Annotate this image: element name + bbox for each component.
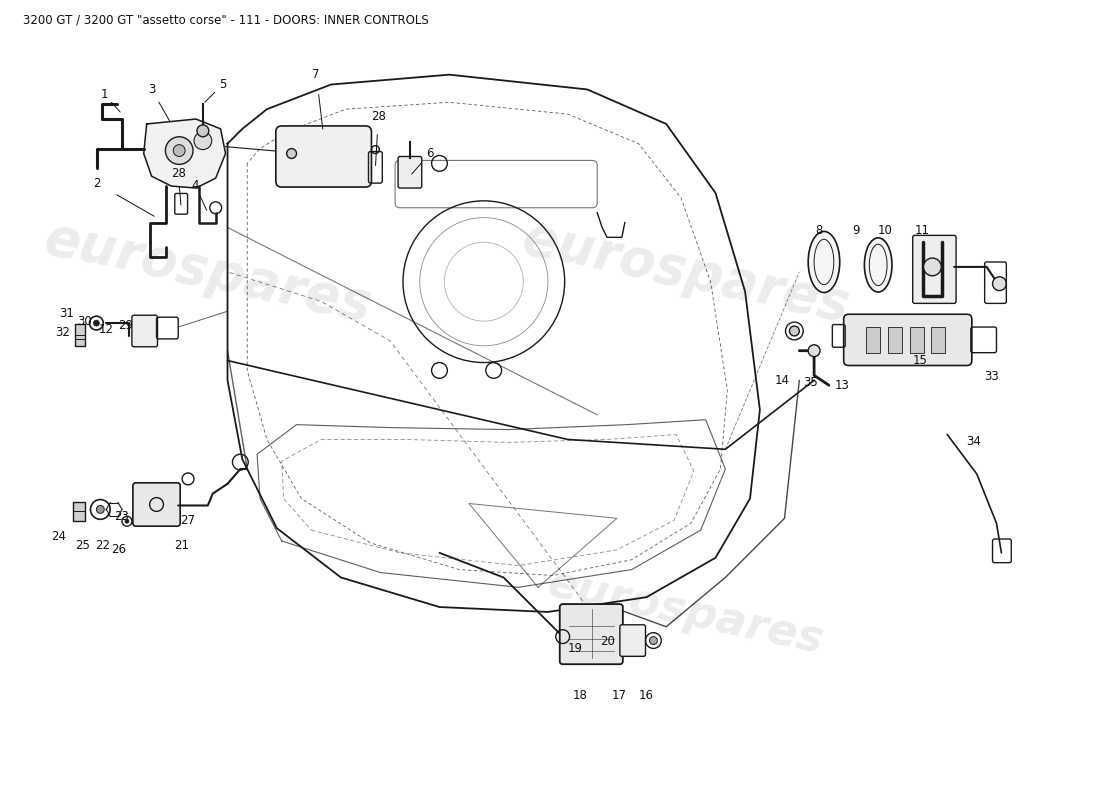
Circle shape (287, 149, 297, 158)
FancyBboxPatch shape (620, 625, 646, 656)
FancyBboxPatch shape (132, 315, 157, 346)
Text: 17: 17 (612, 690, 626, 702)
Circle shape (992, 277, 1007, 290)
Text: 33: 33 (984, 370, 999, 383)
FancyBboxPatch shape (844, 314, 971, 366)
Text: 24: 24 (52, 530, 66, 542)
Bar (73, 502, 85, 522)
Text: 25: 25 (75, 539, 90, 553)
Text: 32: 32 (55, 326, 70, 339)
Circle shape (174, 145, 185, 157)
Text: 7: 7 (312, 68, 320, 81)
Text: 10: 10 (878, 224, 892, 237)
Text: 34: 34 (967, 435, 981, 448)
Circle shape (790, 326, 800, 336)
Text: 28: 28 (170, 166, 186, 180)
Bar (867, 327, 880, 353)
Circle shape (165, 137, 192, 164)
Text: eurospares: eurospares (517, 212, 855, 332)
Text: 22: 22 (95, 539, 110, 553)
Text: 11: 11 (915, 224, 930, 237)
Text: 20: 20 (600, 635, 615, 648)
Bar (888, 327, 902, 353)
Bar (932, 327, 945, 353)
Text: 15: 15 (913, 354, 928, 367)
Circle shape (808, 345, 820, 357)
Text: 28: 28 (371, 110, 386, 122)
Text: 8: 8 (815, 224, 823, 237)
Text: 13: 13 (834, 378, 849, 392)
Text: 30: 30 (77, 314, 92, 328)
Bar (75, 324, 85, 346)
Text: 27: 27 (180, 514, 196, 526)
Text: 18: 18 (573, 690, 587, 702)
Text: 14: 14 (776, 374, 790, 386)
Circle shape (97, 506, 104, 514)
Text: 1: 1 (100, 88, 108, 101)
Text: 3200 GT / 3200 GT "assetto corse" - 111 - DOORS: INNER CONTROLS: 3200 GT / 3200 GT "assetto corse" - 111 … (23, 14, 429, 26)
Circle shape (197, 125, 209, 137)
Ellipse shape (808, 231, 839, 293)
Circle shape (194, 132, 211, 150)
Text: 23: 23 (114, 510, 130, 523)
FancyBboxPatch shape (133, 483, 180, 526)
Text: 16: 16 (639, 690, 654, 702)
Circle shape (125, 519, 129, 523)
FancyBboxPatch shape (276, 126, 372, 187)
Circle shape (924, 258, 942, 276)
FancyBboxPatch shape (560, 604, 623, 664)
Text: 6: 6 (426, 147, 433, 160)
Text: 21: 21 (174, 539, 189, 553)
FancyBboxPatch shape (398, 157, 421, 188)
Bar (910, 327, 924, 353)
Text: 31: 31 (59, 306, 75, 320)
Text: 3: 3 (147, 83, 155, 96)
Text: eurospares: eurospares (40, 212, 376, 332)
Text: 4: 4 (191, 178, 199, 191)
Text: 26: 26 (111, 543, 126, 556)
Text: eurospares: eurospares (543, 562, 828, 662)
Polygon shape (144, 119, 225, 188)
Text: 9: 9 (851, 224, 859, 237)
Text: 5: 5 (219, 78, 227, 91)
Text: 35: 35 (803, 376, 817, 389)
Ellipse shape (865, 238, 892, 292)
Text: 2: 2 (92, 177, 100, 190)
Text: 19: 19 (568, 642, 583, 655)
Text: 29: 29 (119, 318, 133, 331)
Circle shape (649, 637, 658, 645)
Text: 12: 12 (99, 322, 113, 335)
Circle shape (94, 320, 99, 326)
FancyBboxPatch shape (913, 235, 956, 303)
